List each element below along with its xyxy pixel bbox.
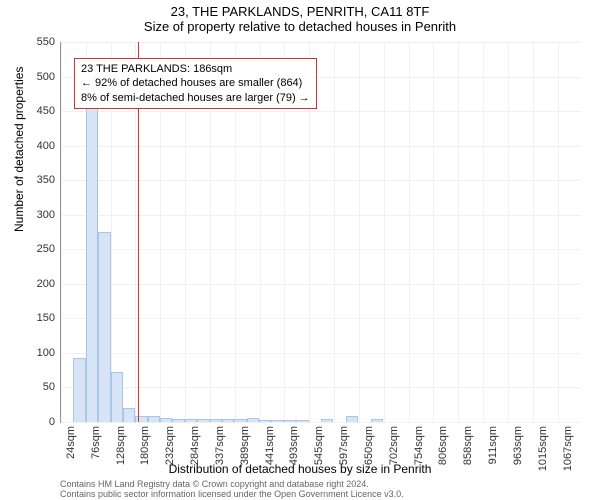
xtick-label: 963sqm [512, 426, 524, 465]
xtick-label: 545sqm [313, 426, 325, 465]
gridline-v [359, 42, 360, 422]
xtick-label: 858sqm [462, 426, 474, 465]
xtick-label: 128sqm [115, 426, 127, 465]
xtick-label: 232sqm [164, 426, 176, 465]
gridline-v [483, 42, 484, 422]
ytick-label: 200 [25, 278, 55, 290]
xtick-label: 284sqm [189, 426, 201, 465]
xtick-label: 702sqm [388, 426, 400, 465]
ytick-label: 0 [25, 416, 55, 428]
callout-box: 23 THE PARKLANDS: 186sqm ← 92% of detach… [74, 58, 317, 109]
gridline-v [433, 42, 434, 422]
chart-title-line2: Size of property relative to detached ho… [0, 19, 600, 36]
ytick-label: 50 [25, 381, 55, 393]
ytick-label: 250 [25, 243, 55, 255]
ytick-label: 500 [25, 71, 55, 83]
ytick-label: 450 [25, 105, 55, 117]
callout-line2: ← 92% of detached houses are smaller (86… [81, 76, 310, 90]
histogram-bar [73, 358, 85, 422]
ytick-label: 400 [25, 140, 55, 152]
histogram-bar [185, 419, 197, 422]
x-axis-label: Distribution of detached houses by size … [0, 462, 600, 476]
histogram-bar [234, 419, 246, 422]
gridline-v [558, 42, 559, 422]
xtick-label: 650sqm [363, 426, 375, 465]
xtick-label: 493sqm [288, 426, 300, 465]
histogram-bar [123, 408, 135, 422]
chart-area: 05010015020025030035040045050055024sqm76… [60, 42, 580, 422]
histogram-bar [98, 232, 110, 422]
chart-title-line1: 23, THE PARKLANDS, PENRITH, CA11 8TF [0, 0, 600, 19]
gridline-v [508, 42, 509, 422]
xtick-label: 597sqm [338, 426, 350, 465]
gridline-h [61, 422, 581, 423]
histogram-bar [284, 420, 296, 422]
histogram-bar [222, 419, 234, 422]
attribution: Contains HM Land Registry data © Crown c… [60, 480, 404, 500]
ytick-label: 150 [25, 312, 55, 324]
callout-line1: 23 THE PARKLANDS: 186sqm [81, 62, 310, 76]
attribution-line2: Contains public sector information licen… [60, 490, 404, 500]
xtick-label: 911sqm [487, 426, 499, 464]
gridline-v [409, 42, 410, 422]
histogram-bar [86, 104, 98, 422]
xtick-label: 76sqm [90, 426, 102, 459]
xtick-label: 389sqm [239, 426, 251, 465]
xtick-label: 441sqm [264, 426, 276, 465]
histogram-bar [346, 416, 358, 422]
gridline-v [384, 42, 385, 422]
ytick-label: 350 [25, 174, 55, 186]
histogram-bar [135, 416, 147, 422]
callout-line3: 8% of semi-detached houses are larger (7… [81, 91, 310, 105]
xtick-label: 337sqm [214, 426, 226, 465]
histogram-bar [371, 419, 383, 422]
gridline-v [61, 42, 62, 422]
histogram-bar [321, 419, 333, 422]
ytick-label: 550 [25, 36, 55, 48]
ytick-label: 100 [25, 347, 55, 359]
histogram-bar [296, 420, 308, 422]
histogram-bar [247, 418, 259, 422]
histogram-bar [160, 418, 172, 422]
gridline-v [533, 42, 534, 422]
histogram-bar [271, 420, 283, 422]
y-axis-label: Number of detached properties [12, 67, 26, 232]
xtick-label: 806sqm [437, 426, 449, 465]
histogram-bar [210, 419, 222, 422]
xtick-label: 754sqm [413, 426, 425, 465]
histogram-bar [197, 419, 209, 422]
xtick-label: 24sqm [65, 426, 77, 459]
histogram-bar [148, 416, 160, 422]
ytick-label: 300 [25, 209, 55, 221]
gridline-v [458, 42, 459, 422]
gridline-v [334, 42, 335, 422]
histogram-bar [111, 372, 123, 422]
xtick-label: 180sqm [139, 426, 151, 465]
histogram-bar [172, 419, 184, 422]
histogram-bar [259, 420, 271, 422]
